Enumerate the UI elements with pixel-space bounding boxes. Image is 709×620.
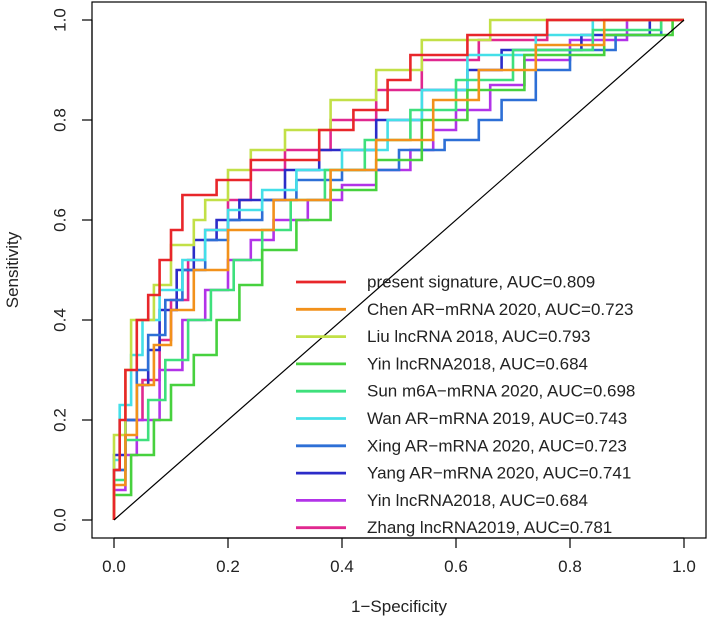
roc-curve-6 xyxy=(112,18,684,520)
series-layer xyxy=(112,18,684,520)
y-tick-label: 1.0 xyxy=(51,8,70,32)
roc-curve-5 xyxy=(112,18,684,520)
x-tick-label: 0.2 xyxy=(216,557,240,576)
legend-label: present signature, AUC=0.809 xyxy=(367,273,595,292)
legend-label: Wan AR−mRNA 2019, AUC=0.743 xyxy=(367,409,627,428)
legend-label: Yin lncRNA2018, AUC=0.684 xyxy=(367,354,588,373)
roc-curve-3 xyxy=(112,18,684,520)
legend-label: Liu lncRNA 2018, AUC=0.793 xyxy=(367,327,591,346)
y-axis-title: Sensitivity xyxy=(3,231,22,308)
legend-label: Zhang lncRNA2019, AUC=0.781 xyxy=(367,518,612,537)
y-tick-label: 0.2 xyxy=(51,408,70,432)
roc-curve-4 xyxy=(112,18,684,520)
y-axis: 0.0 0.2 0.4 0.6 0.8 1.0 xyxy=(51,8,93,532)
legend-label: Yang AR−mRNA 2020, AUC=0.741 xyxy=(367,464,631,483)
legend-label: Sun m6A−mRNA 2020, AUC=0.698 xyxy=(367,382,635,401)
roc-curve-1 xyxy=(112,18,684,520)
roc-curve-2 xyxy=(112,18,684,520)
reference-diagonal-line xyxy=(113,19,685,521)
y-tick-label: 0.8 xyxy=(51,108,70,132)
legend-label: Chen AR−mRNA 2020, AUC=0.723 xyxy=(367,300,634,319)
x-tick-label: 0.8 xyxy=(558,557,582,576)
legend-label: Xing AR−mRNA 2020, AUC=0.723 xyxy=(367,436,627,455)
legend-label: Yin lncRNA2018, AUC=0.684 xyxy=(367,491,588,510)
legend: present signature, AUC=0.809 Chen AR−mRNA… xyxy=(296,273,635,537)
x-axis-title: 1−Specificity xyxy=(351,597,447,616)
y-tick-label: 0.4 xyxy=(51,308,70,332)
x-tick-label: 1.0 xyxy=(672,557,696,576)
y-tick-label: 0.0 xyxy=(51,508,70,532)
x-tick-label: 0.6 xyxy=(444,557,468,576)
x-tick-label: 0.4 xyxy=(330,557,354,576)
x-axis: 0.0 0.2 0.4 0.6 0.8 1.0 xyxy=(102,537,696,576)
x-tick-label: 0.0 xyxy=(102,557,126,576)
y-tick-label: 0.6 xyxy=(51,208,70,232)
